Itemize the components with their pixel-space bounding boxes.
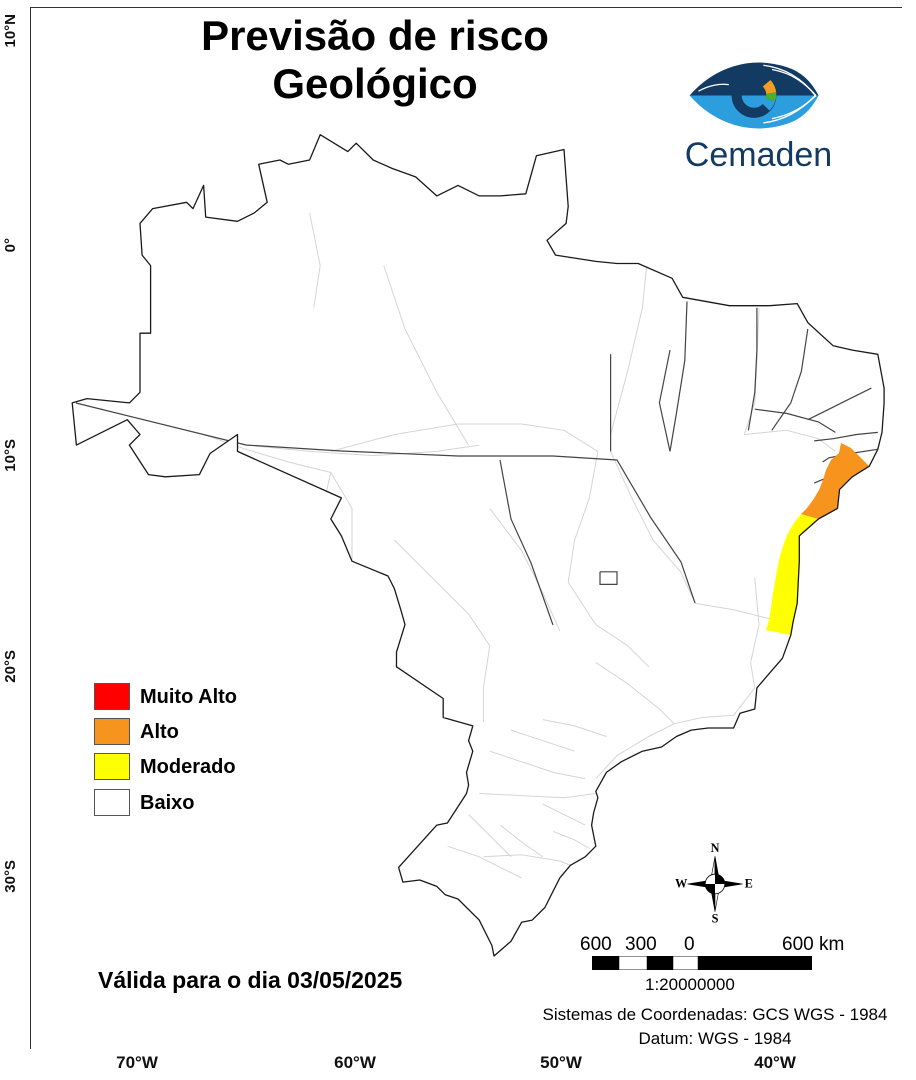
- svg-text:N: N: [711, 841, 720, 855]
- svg-text:S: S: [712, 912, 719, 926]
- svg-text:W: W: [675, 877, 688, 891]
- svg-text:E: E: [745, 877, 753, 891]
